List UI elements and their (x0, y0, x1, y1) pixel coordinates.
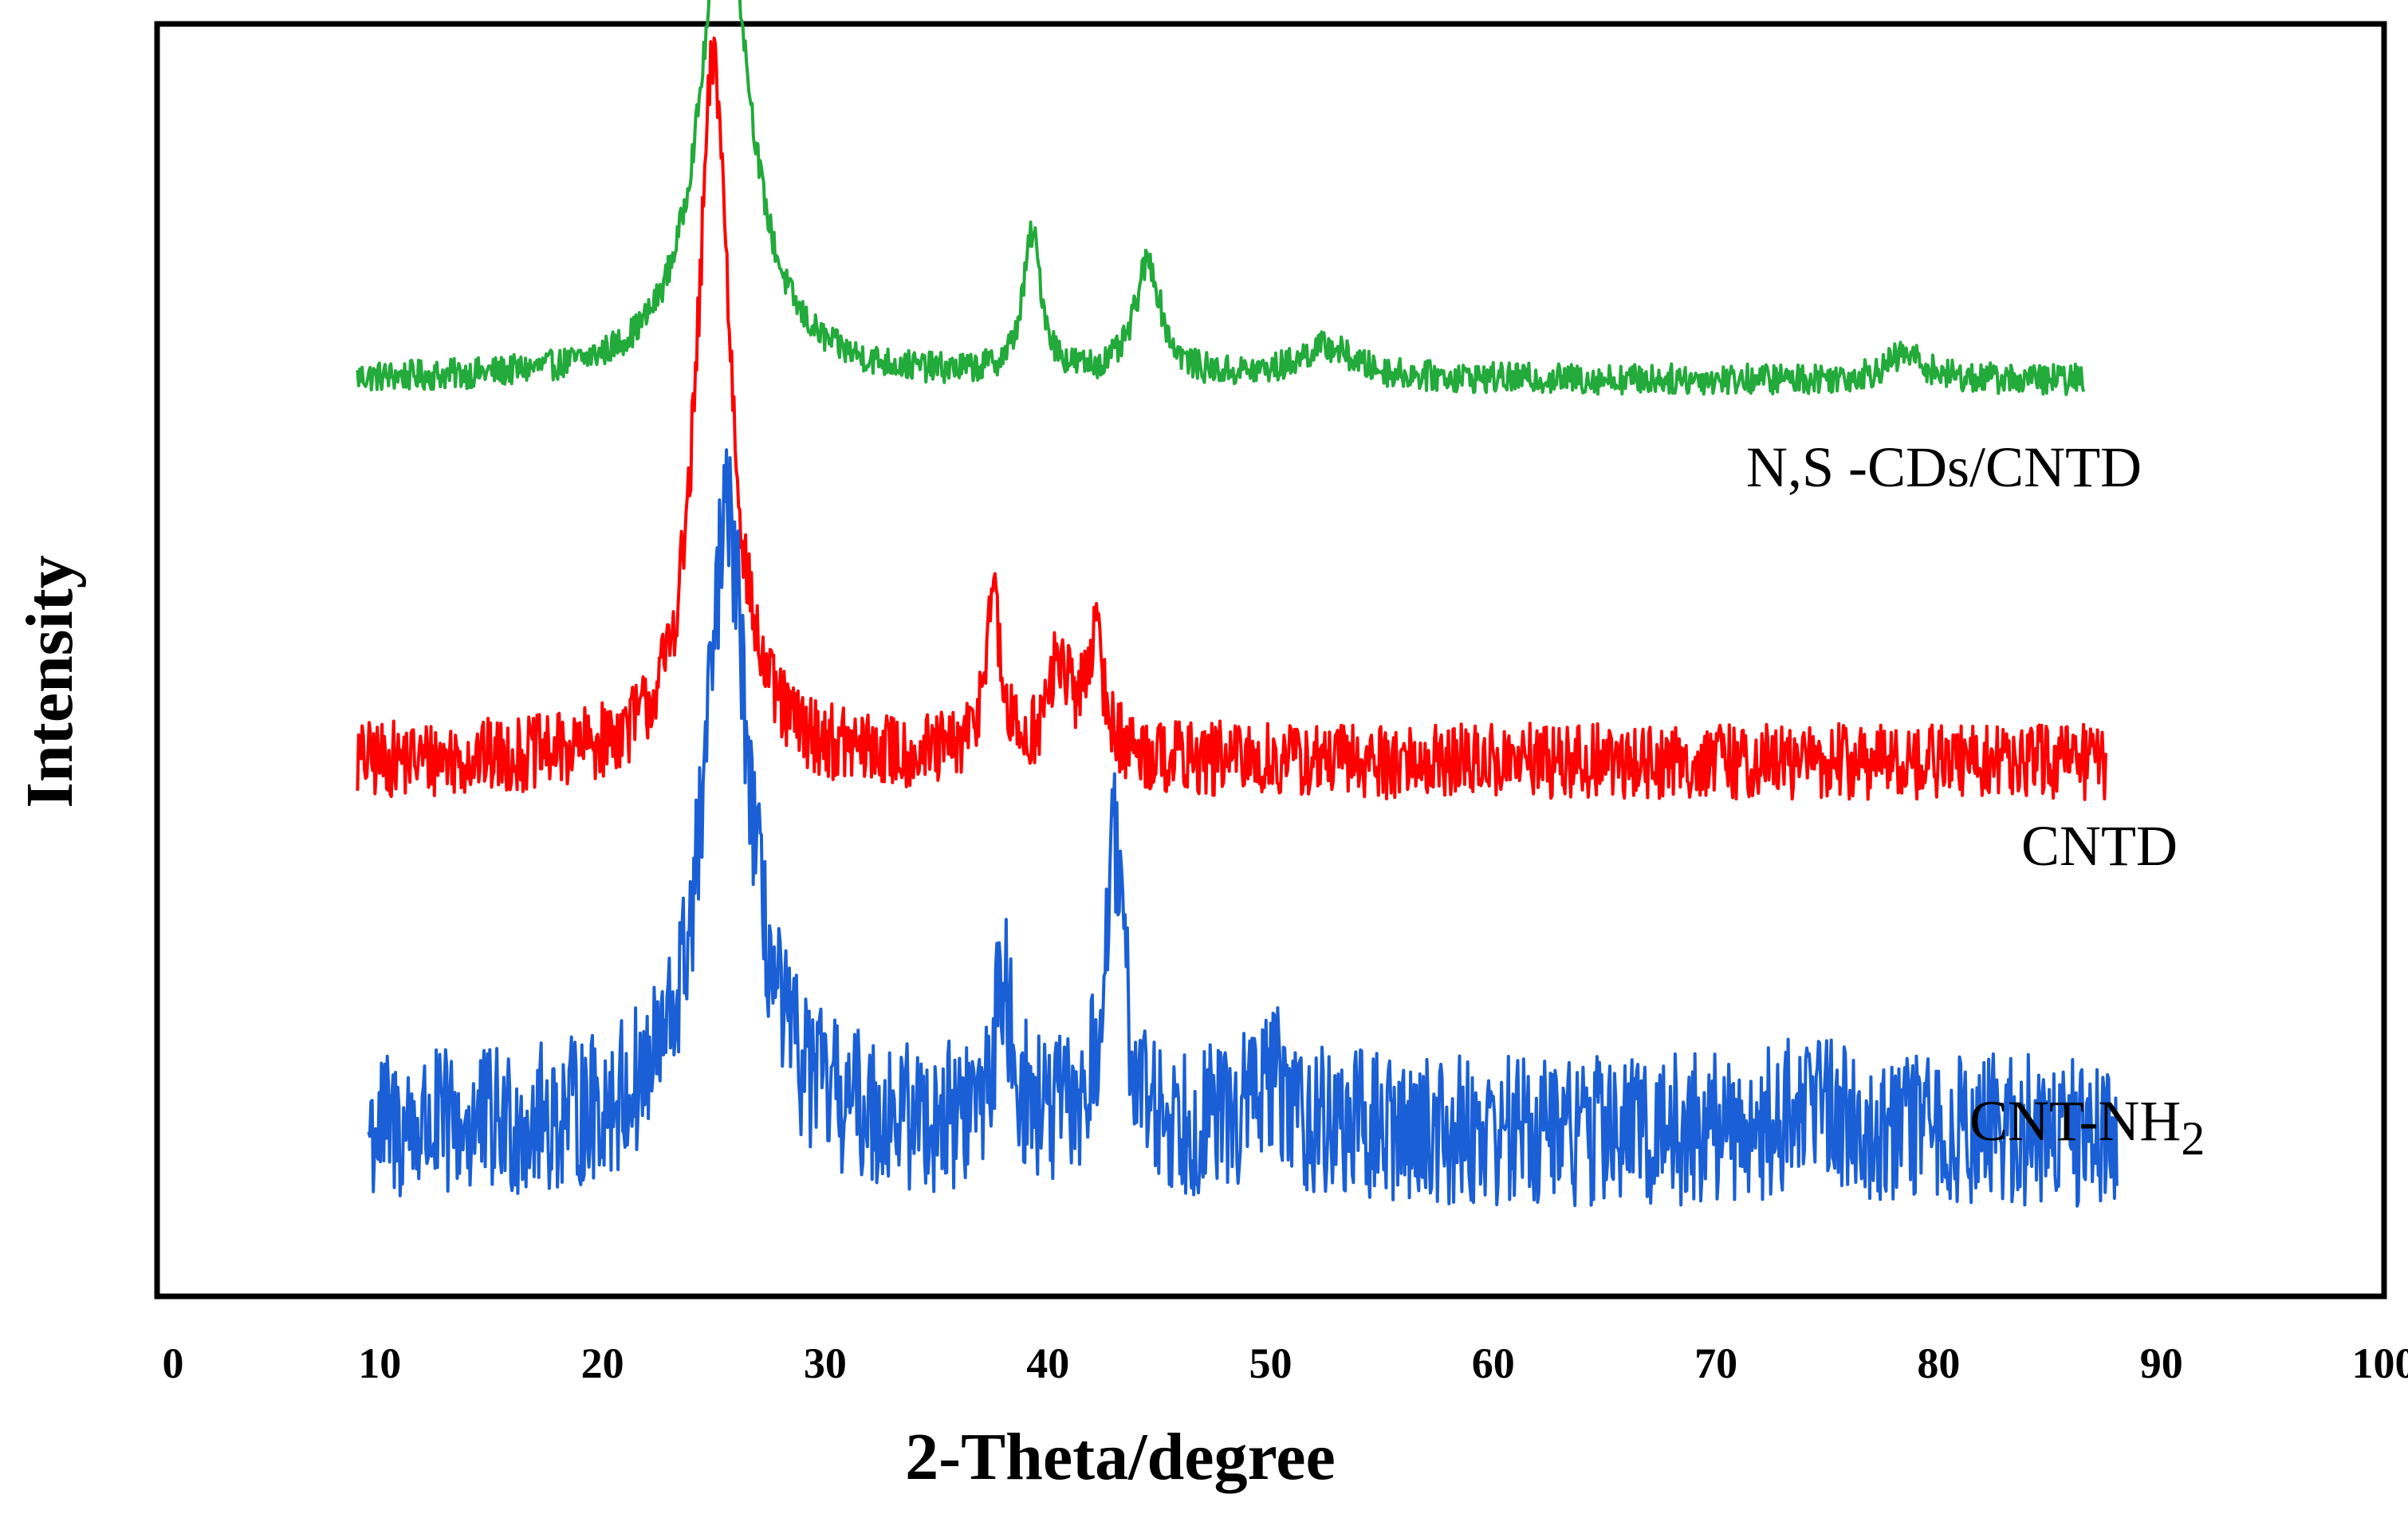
series-line-cntd (356, 36, 2107, 801)
x-tick-label-90: 90 (2140, 1339, 2183, 1387)
x-axis-title: 2-Theta/degree (905, 1420, 1336, 1494)
x-tick-label-70: 70 (1694, 1339, 1737, 1387)
series-traces (356, 0, 2119, 1208)
x-tick-label-50: 50 (1249, 1339, 1293, 1387)
x-tick-label-80: 80 (1917, 1339, 1960, 1387)
series-label-ns-cds-cntd: N,S -CDs/CNTD (1746, 435, 2142, 499)
series-label-cntd: CNTD (2021, 814, 2178, 878)
plot-frame (154, 21, 2387, 1300)
x-tick-label-30: 30 (804, 1339, 847, 1387)
x-tick-label-0: 0 (163, 1339, 184, 1387)
x-tick-label-60: 60 (1472, 1339, 1515, 1387)
x-tick-label-40: 40 (1026, 1339, 1069, 1387)
series-line-cnt-nh2 (367, 448, 2119, 1208)
y-axis-title: Intensity (13, 555, 87, 808)
series-line-n-s-cds-cntd (356, 0, 2085, 396)
x-tick-label-100: 100 (2352, 1339, 2408, 1387)
series-label-cnt-nh2: CNT-NH2 (1969, 1089, 2205, 1165)
x-tick-label-10: 10 (358, 1339, 401, 1387)
x-tick-label-20: 20 (581, 1339, 624, 1387)
x-tick-labels: 0 10 20 30 40 50 60 70 80 90 100 (163, 1339, 2408, 1387)
